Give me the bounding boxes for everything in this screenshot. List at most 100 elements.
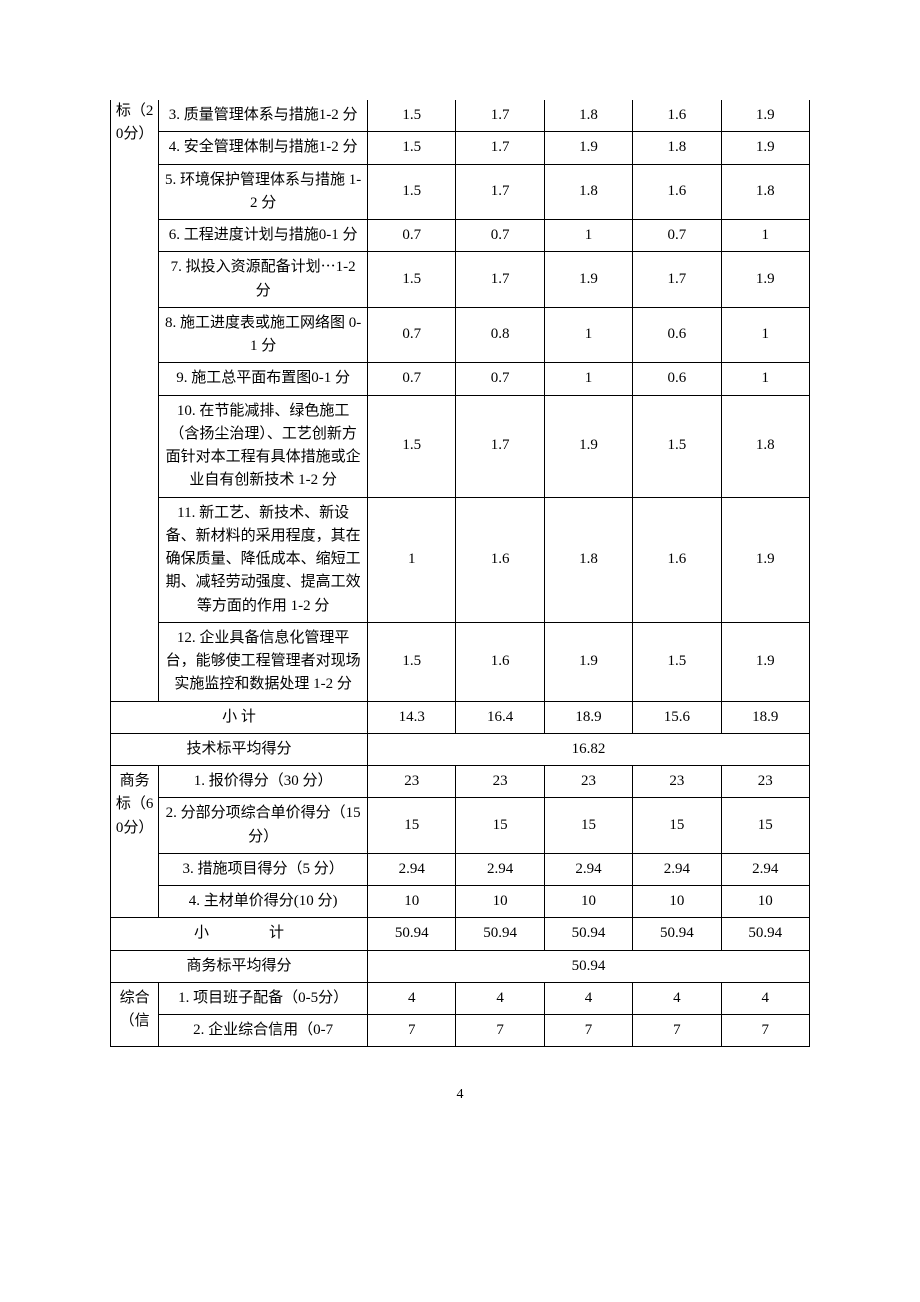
table-cell: 0.7 (456, 363, 544, 395)
table-cell: 10 (633, 886, 721, 918)
table-cell: 4 (633, 982, 721, 1014)
table-cell: 1.9 (544, 252, 632, 308)
table-cell: 1.6 (456, 622, 544, 701)
table-cell: 23 (633, 766, 721, 798)
table-cell: 4 (456, 982, 544, 1014)
table-cell: 23 (456, 766, 544, 798)
table-cell: 1.7 (456, 395, 544, 497)
table-cell: 1.5 (633, 395, 721, 497)
table-cell: 1 (544, 307, 632, 363)
table-row: 8. 施工进度表或施工网络图 0-1 分 (159, 307, 368, 363)
table-row: 10. 在节能减排、绿色施工（含扬尘治理）、工艺创新方面针对本工程有具体措施或企… (159, 395, 368, 497)
table-row: 12. 企业具备信息化管理平台，能够使工程管理者对现场实施监控和数据处理 1-2… (159, 622, 368, 701)
table-cell: 1.6 (456, 497, 544, 622)
table-cell: 1 (721, 307, 809, 363)
page-number: 4 (110, 1087, 810, 1103)
table-cell: 1.6 (633, 497, 721, 622)
table-cell: 50.94 (368, 918, 456, 950)
table-cell: 0.7 (456, 220, 544, 252)
table-cell: 23 (721, 766, 809, 798)
table-cell: 10 (456, 886, 544, 918)
table-row: 3. 措施项目得分（5 分） (159, 853, 368, 885)
table-cell: 1 (544, 220, 632, 252)
table-cell: 1.9 (721, 132, 809, 164)
table-cell: 1.7 (456, 252, 544, 308)
table-cell: 1.9 (544, 622, 632, 701)
table-cell: 1.9 (721, 252, 809, 308)
biz-avg-label: 商务标平均得分 (111, 950, 368, 982)
table-cell: 1.8 (721, 164, 809, 220)
table-cell: 1.7 (456, 100, 544, 132)
table-row: 5. 环境保护管理体系与措施 1-2 分 (159, 164, 368, 220)
table-row: 2. 分部分项综合单价得分（15 分） (159, 798, 368, 854)
table-cell: 1 (721, 363, 809, 395)
table-cell: 10 (368, 886, 456, 918)
table-row: 2. 企业综合信用（0-7 (159, 1015, 368, 1047)
table-cell: 1.7 (456, 164, 544, 220)
table-row: 9. 施工总平面布置图0-1 分 (159, 363, 368, 395)
table-cell: 7 (721, 1015, 809, 1047)
table-cell: 1.9 (721, 622, 809, 701)
table-row: 4. 主材单价得分(10 分) (159, 886, 368, 918)
table-row: 11. 新工艺、新技术、新设备、新材料的采用程度，其在确保质量、降低成本、缩短工… (159, 497, 368, 622)
scoring-table: 标（20分） 3. 质量管理体系与措施1-2 分 1.5 1.7 1.8 1.6… (110, 100, 810, 1047)
table-row: 3. 质量管理体系与措施1-2 分 (159, 100, 368, 132)
table-cell: 18.9 (721, 701, 809, 733)
table-cell: 1.9 (721, 497, 809, 622)
table-cell: 1.7 (633, 252, 721, 308)
table-cell: 1.8 (633, 132, 721, 164)
table-cell: 1.8 (721, 395, 809, 497)
table-cell: 0.6 (633, 363, 721, 395)
table-cell: 1.7 (456, 132, 544, 164)
table-cell: 1.8 (544, 497, 632, 622)
table-cell: 50.94 (456, 918, 544, 950)
table-cell: 50.94 (633, 918, 721, 950)
table-cell: 10 (544, 886, 632, 918)
table-cell: 1.9 (544, 395, 632, 497)
table-cell: 1.5 (368, 132, 456, 164)
table-cell: 2.94 (544, 853, 632, 885)
table-cell: 18.9 (544, 701, 632, 733)
table-cell: 1.8 (544, 100, 632, 132)
table-cell: 10 (721, 886, 809, 918)
table-row: 1. 项目班子配备（0-5分） (159, 982, 368, 1014)
table-cell: 50.94 (544, 918, 632, 950)
table-cell: 4 (721, 982, 809, 1014)
table-cell: 1.5 (633, 622, 721, 701)
table-cell: 2.94 (456, 853, 544, 885)
table-cell: 0.8 (456, 307, 544, 363)
table-cell: 15 (633, 798, 721, 854)
table-cell: 0.7 (368, 363, 456, 395)
table-cell: 1.8 (544, 164, 632, 220)
table-cell: 2.94 (721, 853, 809, 885)
table-cell: 7 (456, 1015, 544, 1047)
table-cell: 0.7 (368, 307, 456, 363)
table-cell: 1.6 (633, 100, 721, 132)
table-cell: 1.5 (368, 164, 456, 220)
table-cell: 1 (368, 497, 456, 622)
table-cell: 0.7 (368, 220, 456, 252)
table-cell: 2.94 (633, 853, 721, 885)
table-cell: 15.6 (633, 701, 721, 733)
table-cell: 23 (544, 766, 632, 798)
table-cell: 7 (544, 1015, 632, 1047)
table-cell: 15 (456, 798, 544, 854)
table-cell: 4 (368, 982, 456, 1014)
table-cell: 1.9 (721, 100, 809, 132)
table-cell: 4 (544, 982, 632, 1014)
table-cell: 1.5 (368, 100, 456, 132)
comp-category: 综合（信 (111, 982, 159, 1047)
table-cell: 15 (544, 798, 632, 854)
table-cell: 1 (721, 220, 809, 252)
table-cell: 1.5 (368, 622, 456, 701)
table-cell: 7 (633, 1015, 721, 1047)
table-cell: 1 (544, 363, 632, 395)
table-row: 1. 报价得分（30 分） (159, 766, 368, 798)
table-cell: 0.6 (633, 307, 721, 363)
tech-subtotal-label: 小 计 (111, 701, 368, 733)
table-cell: 0.7 (633, 220, 721, 252)
tech-category: 标（20分） (111, 100, 159, 701)
table-row: 4. 安全管理体制与措施1-2 分 (159, 132, 368, 164)
tech-avg-value: 16.82 (368, 733, 810, 765)
table-cell: 15 (721, 798, 809, 854)
